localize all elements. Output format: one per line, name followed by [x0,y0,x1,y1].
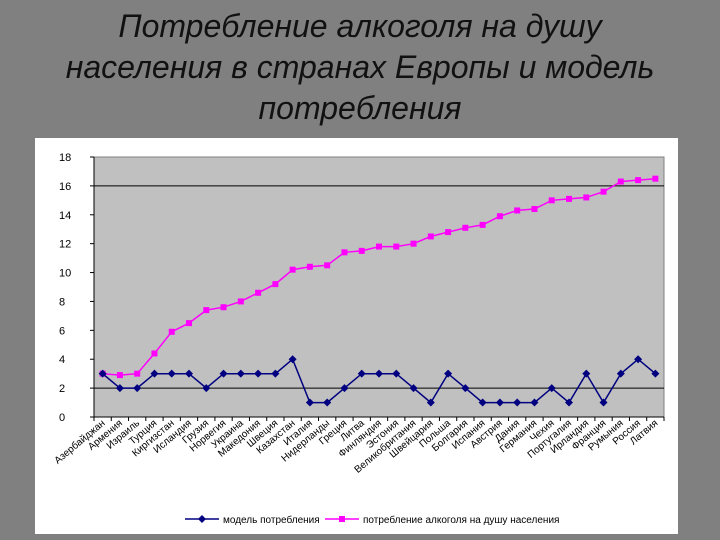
y-tick-label-6: 6 [59,325,65,337]
data-point-model [323,398,332,407]
data-point-consumption [151,350,158,357]
data-point-consumption [272,281,279,288]
slide-title: Потребление алкоголя на душу населения в… [20,6,700,129]
data-point-model [495,398,504,407]
y-tick-label-12: 12 [59,239,71,251]
legend-marker-consumption [339,516,345,522]
data-point-consumption [324,262,331,269]
data-point-model [305,398,314,407]
data-point-consumption [600,188,607,195]
data-point-consumption [548,197,555,204]
plot-area [93,156,665,418]
data-point-consumption [134,370,141,377]
data-point-model [185,369,193,378]
legend-marker-model [198,515,206,523]
data-point-model [115,384,124,393]
data-point-consumption [116,372,123,379]
data-point-model [150,369,159,378]
y-tick-label-18: 18 [59,152,71,164]
chart-panel: 0 2 4 6 8 10 12 14 16 18 Азербайджан Армения Израиль… [35,138,678,534]
y-tick-label-2: 2 [59,383,65,395]
legend-label-model: модель потребления [223,514,320,526]
data-point-consumption [427,233,434,240]
y-tick-label-10: 10 [59,268,71,280]
data-point-consumption [289,266,296,273]
data-point-consumption [255,289,262,296]
data-point-consumption [220,304,227,311]
data-point-model [409,384,418,393]
data-point-consumption [635,177,642,184]
data-point-model [634,355,643,364]
data-point-consumption [566,195,572,202]
data-point-model [254,369,263,378]
data-point-consumption [186,320,192,327]
data-point-model [599,398,608,407]
data-point-model [236,369,245,378]
data-point-consumption [358,247,365,254]
data-point-model [219,369,228,378]
data-point-consumption [445,229,452,236]
data-point-consumption [203,307,210,314]
data-point-model [98,369,107,378]
data-point-model [651,369,660,378]
data-point-consumption [462,224,469,231]
data-point-model [426,398,435,407]
data-point-model [133,384,142,393]
data-point-consumption [514,207,521,214]
legend-label-consumption: потребление алкоголя на душу населения [363,514,559,526]
data-point-consumption [393,243,400,250]
data-point-consumption [496,213,503,220]
y-tick-label-14: 14 [59,210,71,222]
data-point-model [392,369,401,378]
data-point-model [565,398,573,407]
data-point-model [616,369,625,378]
data-point-model [288,355,297,364]
data-point-model [547,384,556,393]
slide-title-line-3: потребления [258,90,462,126]
data-point-consumption [410,240,417,247]
data-point-model [375,369,383,378]
slide-title-line-1: Потребление алкоголя на душу [118,8,602,44]
line-chart: 024681012141618АзербайджанАрменияИзраиль… [52,152,665,526]
data-point-consumption [376,243,382,250]
data-point-model [340,384,349,393]
data-point-model [530,398,539,407]
data-point-consumption [617,178,624,185]
data-point-model [167,369,176,378]
data-point-consumption [652,175,659,182]
data-point-model [461,384,470,393]
data-point-consumption [168,328,175,335]
data-point-model [357,369,366,378]
y-tick-label-8: 8 [59,296,65,308]
data-point-consumption [583,194,590,201]
y-tick-label-4: 4 [59,354,65,366]
data-point-consumption [237,298,244,305]
data-point-model [444,369,453,378]
data-point-consumption [479,221,486,228]
data-point-consumption [306,263,313,270]
y-tick-label-0: 0 [59,412,65,424]
data-point-model [582,369,591,378]
data-point-model [478,398,487,407]
y-tick-label-16: 16 [59,181,71,193]
data-point-model [513,398,522,407]
data-point-consumption [531,206,538,212]
slide-title-line-2: населения в странах Европы и модель [65,49,655,85]
data-point-model [271,369,280,378]
data-point-model [202,384,211,393]
data-point-consumption [341,249,348,256]
